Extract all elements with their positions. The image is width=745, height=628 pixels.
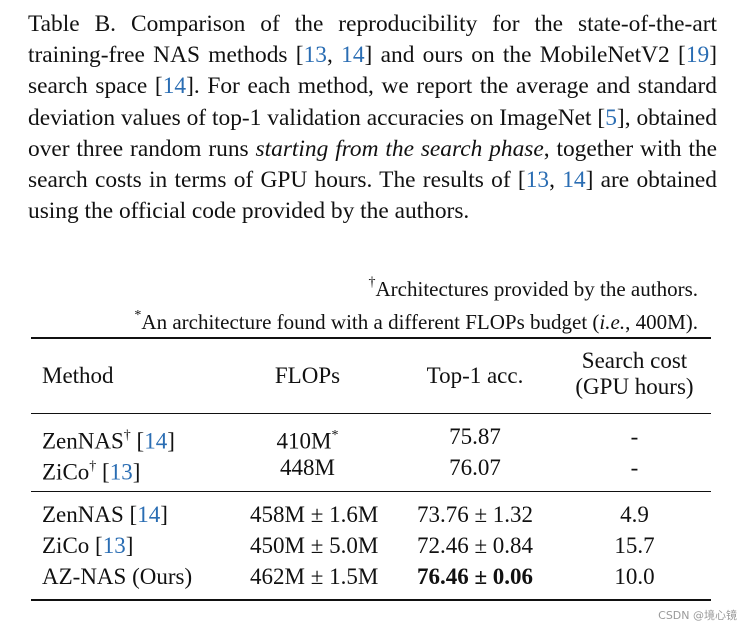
citation-link[interactable]: 5 <box>605 104 617 131</box>
table-row-method: ZiCo† [13] <box>42 459 141 485</box>
table-row-cost: 15.7 <box>614 533 655 558</box>
footnote-text: Architectures provided by the authors. <box>375 277 699 301</box>
table-row-acc: 73.76 ± 1.32 <box>416 502 534 527</box>
table-caption: Table B. Comparison of the reproducibili… <box>28 11 718 225</box>
header-method: Method <box>42 363 114 388</box>
star-mark: * <box>134 308 142 323</box>
watermark: CSDN @境心镜 <box>658 609 737 622</box>
header-top1-acc: Top-1 acc. <box>426 363 524 388</box>
table-group-rule <box>31 491 711 492</box>
table-row-cost: 4.9 <box>620 502 649 527</box>
table-row-method: AZ-NAS (Ours) <box>42 564 193 589</box>
table-bottom-rule <box>31 599 711 601</box>
table-row-flops: 450M ± 5.0M <box>250 533 379 558</box>
citation-link[interactable]: 14 <box>562 167 586 194</box>
citation-link[interactable]: 13 <box>525 167 550 194</box>
table-top-rule <box>31 337 711 339</box>
footnote-star: *An architecture found with a different … <box>134 308 698 334</box>
citation-link[interactable]: 14 <box>341 42 365 69</box>
table-row-flops: 448M <box>280 455 335 480</box>
table-row-acc: 76.07 <box>449 455 501 480</box>
citation-link[interactable]: 14 <box>162 73 187 100</box>
table-row-cost: - <box>630 455 639 480</box>
table-row-cost: 10.0 <box>614 564 655 589</box>
table-row-method: ZenNAS† [14] <box>42 428 175 454</box>
emphasis-text: starting from the search phase <box>255 135 544 162</box>
table-row-flops: 458M ± 1.6M <box>250 502 379 527</box>
table-row-flops: 410M* <box>276 428 339 454</box>
citation-link[interactable]: 13 <box>102 533 126 558</box>
citation-link[interactable]: 14 <box>144 428 168 454</box>
citation-link[interactable]: 13 <box>303 42 327 69</box>
citation-link[interactable]: 14 <box>137 502 161 527</box>
table-row-cost: - <box>630 424 639 449</box>
citation-link[interactable]: 13 <box>109 459 133 485</box>
table-header-rule <box>31 413 711 414</box>
table-row-method: ZiCo [13] <box>42 533 134 558</box>
header-flops: FLOPs <box>274 363 341 388</box>
table-row-acc: 72.46 ± 0.84 <box>416 533 534 558</box>
header-search-cost: Search cost (GPU hours) <box>575 348 694 399</box>
dagger-mark: † <box>368 275 376 290</box>
table-row-acc-best: 76.46 ± 0.06 <box>416 564 534 589</box>
table-row-flops: 462M ± 1.5M <box>250 564 379 589</box>
table-row-acc: 75.87 <box>449 424 501 449</box>
footnote-dagger: †Architectures provided by the authors. <box>369 272 699 302</box>
citation-link[interactable]: 19 <box>685 42 710 69</box>
table-row-method: ZenNAS [14] <box>42 502 168 527</box>
